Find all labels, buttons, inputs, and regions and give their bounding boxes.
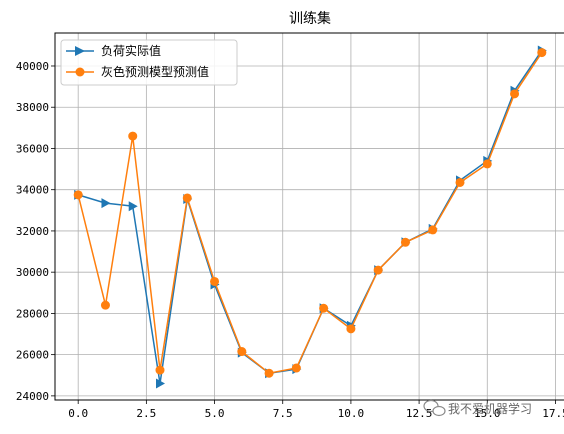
wechat-icon	[423, 399, 446, 417]
series-predicted	[73, 48, 547, 378]
data-point	[237, 347, 247, 357]
y-tick-label: 32000	[16, 225, 49, 238]
plot-frame	[54, 32, 564, 401]
series-group	[73, 45, 547, 389]
legend-marker-actual	[75, 46, 85, 56]
y-tick-label: 28000	[16, 307, 49, 320]
x-tick-label: 7.5	[273, 407, 293, 420]
data-point	[428, 225, 438, 235]
x-tick-label: 0.0	[68, 407, 88, 420]
series-line	[77, 52, 543, 374]
data-point	[210, 276, 220, 286]
data-point	[537, 48, 547, 58]
data-point	[482, 159, 492, 169]
y-tick-label: 36000	[16, 142, 49, 155]
legend: 负荷实际值 灰色预测模型预测值	[60, 39, 238, 86]
data-point	[156, 378, 165, 389]
data-point	[319, 303, 329, 313]
data-point	[101, 198, 111, 209]
data-point	[510, 89, 520, 99]
y-tick-label: 40000	[16, 60, 49, 73]
chart-title: 训练集	[289, 10, 331, 27]
data-point	[155, 365, 165, 375]
x-tick-label: 2.5	[136, 407, 156, 420]
data-point	[455, 177, 465, 187]
grid	[55, 33, 564, 400]
y-tick-label: 38000	[16, 101, 49, 114]
data-point	[128, 131, 138, 141]
data-point	[128, 201, 138, 212]
data-point	[73, 190, 83, 200]
legend-label-actual: 负荷实际值	[101, 43, 161, 58]
y-tick-label: 26000	[16, 349, 49, 362]
data-point	[182, 193, 192, 203]
x-axis: 0.0 2.5 5.0 7.5 10.0 12.5 15.0 17.5	[68, 400, 564, 420]
watermark: 我不爱机器学习	[423, 399, 532, 417]
data-point	[100, 300, 110, 310]
series-line	[77, 50, 543, 385]
data-point	[400, 237, 410, 247]
x-tick-label: 17.5	[542, 407, 564, 420]
legend-label-predicted: 灰色预测模型预测值	[101, 64, 209, 79]
data-point	[346, 324, 356, 334]
x-tick-label: 10.0	[338, 407, 365, 420]
y-tick-label: 24000	[16, 390, 49, 403]
y-tick-label: 30000	[16, 266, 49, 279]
legend-box	[60, 39, 238, 86]
data-point	[291, 363, 301, 373]
x-tick-label: 15.0	[474, 407, 501, 420]
x-tick-label: 12.5	[406, 407, 433, 420]
y-axis: 24000 26000 28000 30000 32000 34000 36000 38000…	[16, 60, 55, 403]
data-point	[373, 265, 383, 275]
data-point	[264, 368, 274, 378]
x-tick-label: 5.0	[205, 407, 225, 420]
watermark-text: 我不爱机器学习	[448, 401, 532, 416]
legend-marker-predicted	[75, 67, 85, 77]
y-tick-label: 34000	[16, 184, 49, 197]
